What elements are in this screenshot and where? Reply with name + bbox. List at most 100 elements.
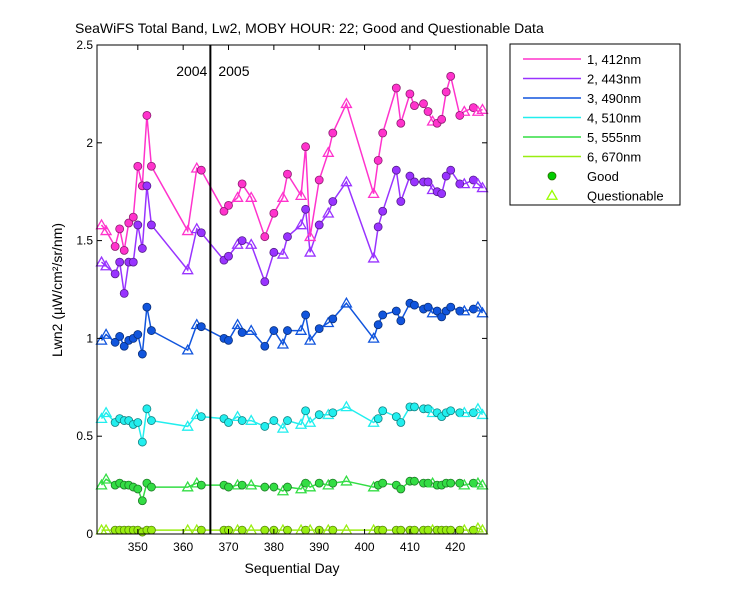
x-tick-label: 380 [264,540,284,554]
good-point [328,128,338,138]
questionable-point [458,478,471,490]
good-point [269,326,279,335]
questionable-point [95,218,108,230]
x-tick-label: 390 [309,540,329,554]
good-point [224,482,233,492]
legend-label-2: 2, 443nm [587,72,641,87]
questionable-point [476,408,489,420]
questionable-point [476,181,489,193]
good-point [283,525,292,535]
questionable-point [471,105,485,116]
legend-label-good: Good [587,169,619,184]
x-axis-label: Sequential Day [245,560,340,576]
good-point [314,324,324,334]
questionable-point [190,222,203,234]
questionable-point [367,251,380,263]
questionable-point [95,478,108,490]
legend-label-5: 5, 555nm [587,130,641,145]
good-point [269,208,279,218]
chart-title: SeaWiFS Total Band, Lw2, MOBY HOUR: 22; … [75,20,544,36]
good-point [446,71,456,81]
good-point [133,484,143,494]
questionable-point [340,400,353,412]
good-point [147,482,156,492]
legend-label-questionable: Questionable [587,189,664,204]
good-point [391,165,401,175]
questionable-point [276,191,290,202]
good-point [147,220,156,230]
good-point [378,310,388,320]
good-point [260,341,270,351]
questionable-point [276,337,290,349]
good-point [196,228,206,238]
questionable-point [304,230,317,242]
good-point [396,316,406,326]
questionable-point [181,343,194,355]
good-point [405,89,415,99]
plot-markers [95,71,489,537]
good-point [410,525,419,535]
good-point [410,402,419,412]
good-point [446,302,456,312]
good-point [224,335,233,345]
good-point [260,277,270,287]
good-point [115,257,125,267]
x-tick-label: 360 [173,540,193,554]
good-point [378,128,388,138]
x-tick-label: 350 [128,540,148,554]
good-point [133,161,143,171]
good-point [137,437,147,447]
good-point [224,418,233,427]
good-point [142,404,152,414]
good-point [328,408,338,418]
good-point [224,200,233,210]
plot-frame [96,44,488,535]
y-axis-label: Lwn2 (µW/cm²/sr/nm) [49,223,65,357]
good-point [301,204,311,214]
good-point [137,244,147,253]
questionable-point [476,478,489,490]
questionable-point [99,328,113,339]
questionable-point [99,259,113,271]
good-point [396,525,406,535]
good-point [237,480,247,490]
questionable-point [476,306,489,318]
questionable-point [304,480,317,492]
legend-questionable-marker [545,189,559,200]
good-point [283,232,292,242]
questionable-point [294,482,308,494]
good-point [147,326,156,335]
questionable-point [304,246,317,257]
good-point [378,478,388,488]
good-point [437,312,447,322]
good-point [446,165,456,175]
questionable-point [276,247,290,259]
good-point [446,406,456,416]
good-point [378,206,388,216]
good-point [437,114,447,124]
good-point [196,165,206,175]
questionable-point [471,402,485,414]
good-point [237,525,247,535]
questionable-point [245,478,258,490]
questionable-point [181,420,194,431]
legend: 1, 412nm 2, 443nm 3, 490nm 4, 510nm 5, 555nm… [509,43,681,206]
good-point [441,171,451,181]
questionable-point [340,97,353,109]
annotation-year-2004: 2004 [176,63,207,79]
good-point [119,245,129,255]
questionable-point [95,255,108,267]
good-point [196,412,206,422]
questionable-point [99,406,113,418]
good-point [196,525,206,535]
good-point [373,156,383,165]
good-point [147,525,156,535]
y-tick-label: 1.5 [76,234,93,248]
questionable-point [231,318,244,330]
good-point [396,418,406,427]
good-point [328,525,338,535]
good-point [283,416,292,425]
good-point [115,224,125,234]
good-point [373,320,383,330]
